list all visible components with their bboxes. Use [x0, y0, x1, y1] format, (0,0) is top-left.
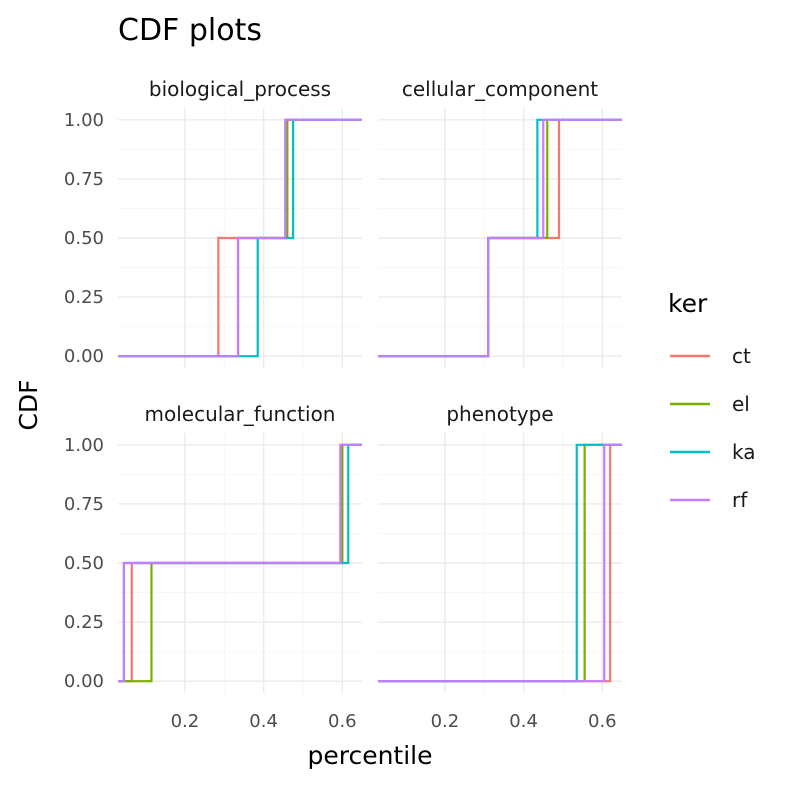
x-tick-label: 0.4	[249, 711, 278, 732]
chart-title: CDF plots	[118, 13, 262, 48]
legend-label-ka: ka	[732, 440, 756, 464]
facet-panel: cellular_component	[378, 77, 622, 368]
x-tick-label: 0.6	[328, 711, 357, 732]
legend-label-rf: rf	[732, 488, 748, 512]
legend: ker ct el ka rf	[668, 289, 756, 512]
y-tick-label: 0.50	[64, 553, 104, 574]
x-axis-title: percentile	[307, 741, 432, 770]
series-line-rf	[378, 443, 622, 683]
y-tick-label: 0.25	[64, 287, 104, 308]
y-tick-label: 0.50	[64, 228, 104, 249]
y-axis-title: CDF	[14, 379, 43, 430]
legend-items: ct el ka rf	[670, 344, 756, 512]
facet-panel: phenotype 0.2 0.4 0.6	[378, 402, 622, 732]
x-tick-label: 0.4	[509, 711, 538, 732]
x-tick-label: 0.2	[171, 711, 200, 732]
facet-panels: biological_process 0.00 0.25 0.50 0.75 1.00 ce…	[64, 77, 622, 732]
facet-strip-label: biological_process	[149, 77, 331, 101]
x-tick-label: 0.2	[431, 711, 460, 732]
y-tick-label: 1.00	[64, 435, 104, 456]
y-tick-label: 0.25	[64, 612, 104, 633]
series-line-rf	[118, 118, 362, 358]
facet-panel: molecular_function 0.00 0.25 0.50 0.75 1.00 0.…	[64, 402, 362, 732]
series-line-rf	[118, 443, 362, 683]
facet-panel: biological_process 0.00 0.25 0.50 0.75 1.00	[64, 77, 362, 368]
legend-label-ct: ct	[732, 344, 751, 368]
facet-strip-label: cellular_component	[402, 77, 598, 101]
legend-title: ker	[668, 289, 708, 318]
facet-strip-label: molecular_function	[145, 402, 336, 426]
y-tick-label: 0.75	[64, 169, 104, 190]
y-tick-label: 0.00	[64, 671, 104, 692]
legend-label-el: el	[732, 392, 750, 416]
facet-strip-label: phenotype	[446, 402, 553, 426]
x-tick-label: 0.6	[588, 711, 617, 732]
y-tick-label: 1.00	[64, 110, 104, 131]
y-tick-label: 0.00	[64, 346, 104, 367]
y-tick-label: 0.75	[64, 494, 104, 515]
series-line-rf	[378, 118, 622, 358]
